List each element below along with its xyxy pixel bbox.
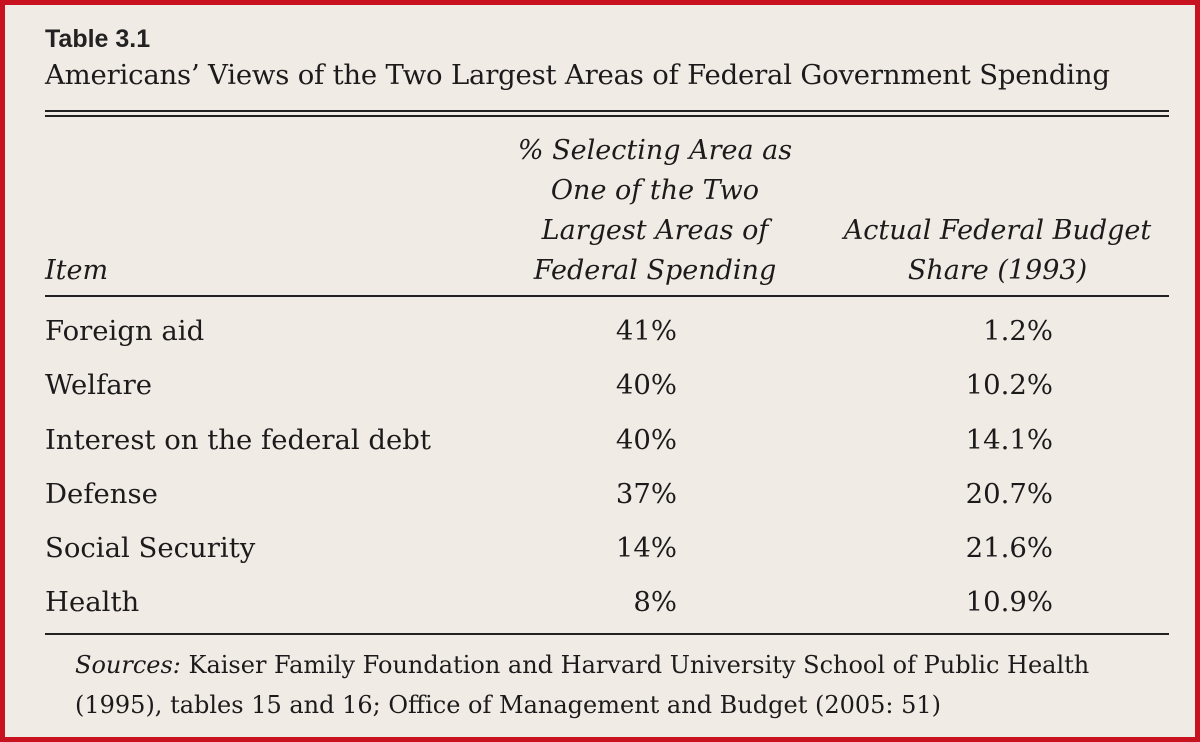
sources-text: Kaiser Family Foundation and Harvard Uni… — [75, 651, 1090, 719]
title-rule-top — [45, 110, 1169, 112]
table-label: Table 3.1 — [45, 25, 151, 53]
cell-percent: 41% — [615, 315, 677, 347]
cell-item: Interest on the federal debt — [45, 423, 431, 456]
cell-item: Health — [45, 586, 140, 619]
table-row: Health 8% 10.9% — [45, 583, 1169, 637]
table-row: Foreign aid 41% 1.2% — [45, 312, 1169, 366]
table-row: Interest on the federal debt 40% 14.1% — [45, 421, 1169, 475]
cell-percent: 40% — [615, 369, 677, 402]
column-header-item: Item — [45, 255, 109, 286]
cell-percent: 40% — [615, 423, 677, 456]
table-row: Social Security 14% 21.6% — [45, 529, 1169, 583]
cell-item: Social Security — [45, 532, 256, 565]
table-row: Defense 37% 20.7% — [45, 475, 1169, 529]
cell-budget: 14.1% — [965, 423, 1053, 456]
header-rule — [45, 295, 1169, 297]
cell-budget: 10.9% — [965, 586, 1053, 619]
cell-percent: 37% — [615, 477, 677, 510]
cell-percent: 14% — [615, 532, 677, 565]
cell-budget: 21.6% — [965, 532, 1053, 565]
title-rule-bottom — [45, 115, 1169, 117]
table-row: Welfare 40% 10.2% — [45, 366, 1169, 420]
sources-label: Sources: — [75, 651, 181, 679]
cell-budget: 20.7% — [965, 477, 1053, 510]
column-header-budget-share: Actual Federal Budget Share (1993) — [843, 215, 1152, 286]
table-body: Foreign aid 41% 1.2% Welfare 40% 10.2% Interes… — [45, 312, 1169, 638]
cell-percent: 8% — [633, 586, 677, 619]
document-page: Table 3.1 Americans’ Views of the Two La… — [5, 5, 1195, 737]
sources-note: Sources: Kaiser Family Foundation and Ha… — [75, 645, 1175, 725]
cell-budget: 10.2% — [965, 369, 1053, 402]
cell-budget: 1.2% — [983, 315, 1053, 347]
cell-item: Foreign aid — [45, 315, 205, 347]
table-title: Americans’ Views of the Two Largest Area… — [45, 59, 1110, 91]
footer-rule — [45, 633, 1169, 635]
cell-item: Welfare — [45, 369, 153, 402]
cell-item: Defense — [45, 477, 158, 510]
column-header-percent-selecting: % Selecting Area as One of the Two Large… — [517, 135, 793, 286]
